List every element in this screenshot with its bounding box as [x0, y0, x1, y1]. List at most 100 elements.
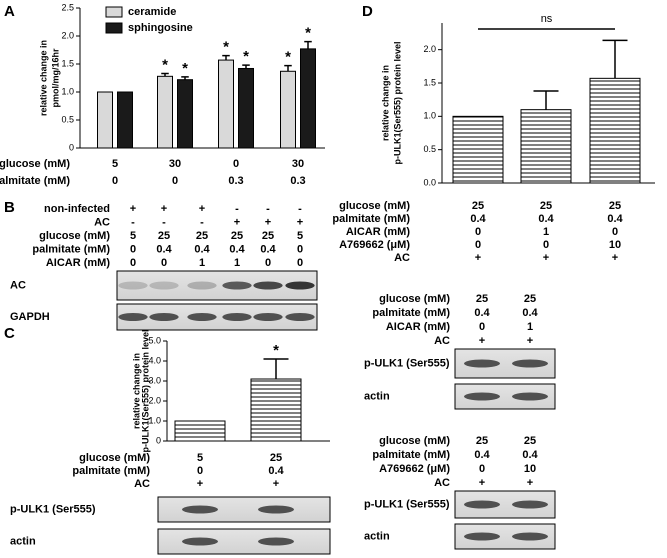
y-tick-label: 4.0	[148, 355, 161, 365]
significance-mark: *	[162, 56, 168, 73]
condition-value: +	[543, 252, 549, 264]
condition-label: glucose (mM)	[379, 435, 450, 447]
y-tick-label: 5.0	[148, 335, 161, 345]
significance-mark: *	[223, 39, 229, 56]
condition-value: 0.4	[194, 243, 210, 255]
condition-value: +	[199, 203, 205, 215]
significance-mark: *	[243, 48, 249, 65]
condition-value: 10	[609, 239, 621, 251]
condition-value: 0.4	[607, 213, 623, 225]
significance-mark: *	[285, 49, 291, 66]
condition-value: 0	[161, 257, 167, 269]
band	[222, 313, 252, 321]
y-tick-label: 0	[69, 142, 74, 152]
condition-label: palmitate (mM)	[0, 175, 70, 187]
condition-value: 0	[543, 239, 549, 251]
y-tick-label: 0.5	[423, 144, 436, 154]
condition-value: 30	[169, 158, 181, 170]
condition-label: A769662 (μM)	[379, 463, 450, 475]
condition-value: +	[527, 477, 533, 489]
bar	[250, 378, 302, 442]
condition-value: 0	[197, 465, 203, 477]
bar	[117, 91, 133, 149]
bar	[238, 67, 254, 149]
bar	[280, 70, 296, 149]
y-tick-label: 0.0	[423, 177, 436, 187]
condition-value: +	[297, 216, 303, 228]
condition-value: 0.4	[474, 307, 490, 319]
blot-label: actin	[364, 390, 390, 402]
condition-value: 0	[479, 463, 485, 475]
condition-value: 25	[524, 435, 536, 447]
error-bar	[284, 64, 292, 72]
condition-value: 0.4	[538, 213, 554, 225]
condition-label: non-infected	[44, 203, 110, 215]
bar	[218, 59, 234, 149]
condition-label: palmitate (mM)	[332, 213, 410, 225]
condition-value: 1	[234, 257, 240, 269]
condition-value: 0	[265, 257, 271, 269]
condition-label: palmitate (mM)	[72, 465, 150, 477]
blot-label: actin	[10, 535, 36, 547]
error-bar	[263, 358, 289, 379]
condition-value: 0.4	[156, 243, 172, 255]
condition-value: 5	[297, 230, 303, 242]
significance-mark: *	[182, 60, 188, 77]
y-axis-label: pmol/mg/16hr	[50, 48, 60, 108]
condition-label: AICAR (mM)	[46, 257, 110, 269]
y-tick-label: 2.0	[148, 395, 161, 405]
condition-value: 0.4	[522, 449, 538, 461]
significance-mark: *	[305, 25, 311, 42]
condition-value: 0	[475, 226, 481, 238]
error-bar	[304, 40, 312, 49]
condition-value: +	[161, 203, 167, 215]
condition-value: 10	[524, 463, 536, 475]
blot-label: p-ULK1 (Ser555)	[10, 503, 96, 515]
band	[464, 532, 500, 541]
condition-value: +	[612, 252, 618, 264]
band	[512, 359, 548, 368]
bar	[589, 77, 641, 184]
band	[187, 313, 217, 321]
condition-label: glucose (mM)	[39, 230, 110, 242]
bar	[452, 115, 504, 184]
blot-label: GAPDH	[10, 311, 50, 323]
condition-value: 5	[197, 452, 203, 464]
condition-value: 25	[262, 230, 274, 242]
condition-label: palmitate (mM)	[372, 307, 450, 319]
condition-label: AC	[94, 216, 110, 228]
band	[182, 537, 218, 546]
condition-label: glucose (mM)	[0, 158, 70, 170]
y-axis-label: relative change in	[38, 40, 48, 116]
condition-label: AC	[394, 252, 410, 264]
condition-value: 25	[540, 200, 552, 212]
y-tick-label: 2.0	[423, 44, 436, 54]
condition-value: 25	[472, 200, 484, 212]
band	[253, 313, 283, 321]
band	[182, 505, 218, 514]
legend-swatch	[105, 6, 123, 18]
condition-value: 0	[130, 243, 136, 255]
condition-value: +	[234, 216, 240, 228]
condition-value: 25	[231, 230, 243, 242]
condition-value: 25	[158, 230, 170, 242]
blot-label: p-ULK1 (Ser555)	[364, 498, 450, 510]
condition-label: palmitate (mM)	[372, 449, 450, 461]
condition-value: 5	[130, 230, 136, 242]
legend-swatch	[105, 22, 123, 34]
condition-value: +	[527, 335, 533, 347]
condition-label: AC	[134, 478, 150, 490]
y-tick-label: 1.0	[423, 111, 436, 121]
condition-value: 0	[130, 257, 136, 269]
band	[253, 281, 283, 290]
legend-label: sphingosine	[128, 22, 193, 34]
condition-value: -	[162, 216, 166, 228]
bar	[157, 75, 173, 149]
annotation: ns	[541, 13, 553, 25]
bar	[174, 420, 226, 442]
band	[187, 281, 217, 290]
condition-value: 1	[543, 226, 549, 238]
band	[285, 281, 315, 290]
blot	[116, 270, 318, 301]
condition-value: 30	[292, 158, 304, 170]
